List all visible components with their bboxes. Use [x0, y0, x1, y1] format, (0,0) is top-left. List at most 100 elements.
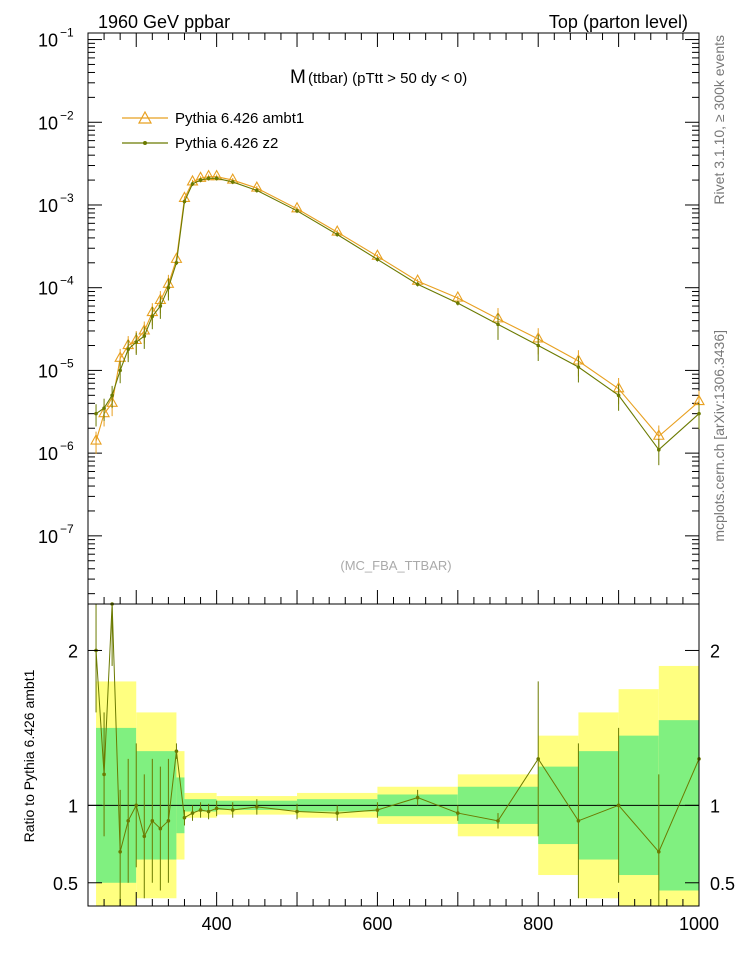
- plot-title-main: M: [290, 67, 306, 88]
- data-point-z2: [576, 365, 581, 369]
- ratio-point: [214, 806, 219, 811]
- ratio-point: [415, 795, 420, 800]
- data-point-z2: [255, 188, 259, 193]
- data-point-z2: [456, 301, 460, 305]
- ratio-point: [166, 819, 171, 823]
- legend: Pythia 6.426 ambt1 Pythia 6.426 z2: [122, 110, 304, 152]
- y-tick-exponent: −5: [60, 356, 74, 370]
- x-tick-label: 1000: [679, 914, 719, 934]
- data-point-z2: [110, 393, 114, 398]
- ratio-point: [150, 819, 155, 823]
- source-label: mcplots.cern.ch [arXiv:1306.3436]: [711, 330, 727, 542]
- ratio-y-tick-label: 1: [68, 796, 78, 816]
- ratio-ylabel: Ratio to Pythia 6.426 ambt1: [21, 669, 37, 842]
- y-tick-label: 10: [38, 113, 58, 133]
- upper-plot: 10−110−210−310−410−510−610−7 M (ttbar) (…: [38, 26, 705, 605]
- data-point-z2: [536, 343, 541, 348]
- data-point-z2: [214, 176, 219, 181]
- y-tick-exponent: −4: [60, 274, 74, 288]
- upper-series: [90, 169, 705, 466]
- data-point-ambt1: [451, 290, 464, 302]
- data-point-z2: [134, 340, 139, 344]
- data-point-ambt1: [90, 433, 102, 445]
- data-point-z2: [657, 447, 661, 452]
- y-tick-exponent: −2: [60, 108, 74, 122]
- ratio-point: [158, 826, 163, 831]
- ratio-point: [576, 819, 581, 823]
- data-point-z2: [198, 178, 203, 182]
- ratio-y-tick-label-right: 1: [710, 796, 720, 816]
- ratio-point: [190, 811, 195, 815]
- data-point-z2: [295, 209, 299, 213]
- data-point-z2: [415, 282, 420, 287]
- ratio-point: [174, 749, 179, 753]
- data-point-z2: [150, 314, 155, 319]
- ratio-point: [198, 808, 203, 812]
- data-point-z2: [182, 199, 187, 204]
- x-tick-label: 600: [362, 914, 392, 934]
- ratio-point: [375, 808, 380, 812]
- data-point-z2: [158, 304, 163, 308]
- data-point-z2: [166, 285, 171, 290]
- x-tick-label: 800: [523, 914, 553, 934]
- rivet-label: Rivet 3.1.10, ≥ 300k events: [711, 35, 727, 205]
- energy-label: 1960 GeV ppbar: [98, 12, 230, 32]
- y-tick-label: 10: [38, 361, 58, 381]
- data-point-z2: [102, 406, 106, 410]
- data-point-z2: [142, 334, 147, 338]
- ratio-point: [206, 809, 211, 814]
- data-point-z2: [126, 347, 130, 352]
- data-point-z2: [174, 260, 179, 265]
- plot-title-rest: (ttbar) (pTtt > 50 dy < 0): [308, 70, 467, 87]
- ratio-point: [616, 803, 621, 808]
- data-point-z2: [616, 393, 621, 398]
- ratio-point: [134, 803, 139, 808]
- y-tick-label: 10: [38, 527, 58, 547]
- ratio-point: [230, 808, 235, 812]
- ratio-ticks: 0.5 0.5 1 1 2 2 400 600 800 1000: [53, 641, 735, 934]
- data-point-z2: [230, 180, 235, 184]
- y-tick-label: 10: [38, 279, 58, 299]
- ratio-series: [94, 602, 701, 906]
- ratio-point: [142, 834, 147, 839]
- ratio-point: [126, 819, 130, 823]
- y-tick-label: 10: [38, 196, 58, 216]
- data-point-z2: [375, 257, 380, 262]
- legend-marker-z2: [143, 141, 147, 145]
- upper-ticks: 10−110−210−310−410−510−610−7: [38, 26, 700, 604]
- ratio-plot: 0.5 0.5 1 1 2 2 400 600 800 1000 Ratio to Pythia …: [21, 602, 735, 934]
- series-line-ambt1: [95, 176, 700, 442]
- ratio-point: [536, 757, 541, 761]
- x-tick-label: 400: [202, 914, 232, 934]
- y-tick-exponent: −1: [60, 26, 74, 40]
- data-point-z2: [118, 368, 122, 373]
- ratio-point: [102, 772, 106, 777]
- ratio-point: [657, 849, 661, 854]
- ratio-point: [456, 811, 460, 815]
- y-tick-label: 10: [38, 31, 58, 51]
- data-point-z2: [190, 182, 195, 186]
- legend-label-ambt1: Pythia 6.426 ambt1: [175, 110, 304, 127]
- ratio-y-tick-label: 0.5: [53, 874, 78, 894]
- data-point-z2: [496, 322, 500, 327]
- legend-label-z2: Pythia 6.426 z2: [175, 135, 278, 152]
- ratio-point: [496, 819, 500, 823]
- process-label: Top (parton level): [549, 12, 688, 32]
- ratio-y-tick-label-right: 0.5: [710, 874, 735, 894]
- ratio-point: [335, 811, 340, 815]
- data-point-z2: [335, 232, 340, 237]
- data-point-z2: [206, 176, 211, 181]
- data-point-z2: [94, 411, 98, 416]
- y-tick-exponent: −3: [60, 191, 74, 205]
- data-point-z2: [697, 411, 701, 416]
- ratio-bands: [96, 665, 699, 906]
- ratio-point: [182, 815, 187, 820]
- ratio-y-tick-label: 2: [68, 641, 78, 661]
- legend-marker-ambt1: [137, 110, 153, 124]
- series-line-z2: [95, 177, 700, 451]
- ratio-y-tick-label-right: 2: [710, 641, 720, 661]
- y-tick-exponent: −6: [60, 439, 74, 453]
- ratio-point: [295, 809, 299, 814]
- y-tick-exponent: −7: [60, 522, 74, 536]
